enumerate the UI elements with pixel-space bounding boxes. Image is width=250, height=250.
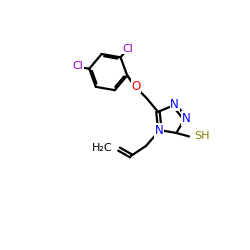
Text: H₂C: H₂C	[92, 143, 112, 153]
Text: Cl: Cl	[73, 60, 84, 70]
Text: N: N	[154, 124, 163, 137]
Text: Cl: Cl	[122, 44, 134, 54]
Text: N: N	[182, 112, 191, 125]
Text: O: O	[131, 80, 140, 93]
Text: N: N	[170, 98, 179, 110]
Text: SH: SH	[194, 132, 210, 141]
